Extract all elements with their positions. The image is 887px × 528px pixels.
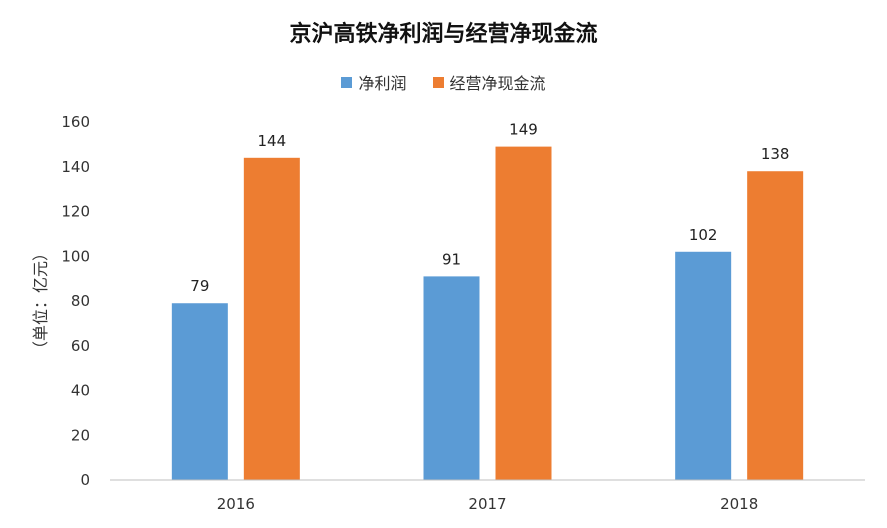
legend-item-operating-cash-flow: 经营净现金流 xyxy=(432,70,546,94)
data-label: 138 xyxy=(761,145,790,163)
legend-item-net-profit: 净利润 xyxy=(341,70,407,94)
data-label: 144 xyxy=(258,132,287,150)
y-tick-label: 40 xyxy=(71,382,90,400)
y-tick-label: 120 xyxy=(61,203,90,221)
y-tick-label: 160 xyxy=(61,113,90,131)
bar-operating-cash-flow-2018 xyxy=(747,171,804,480)
x-tick-label: 2018 xyxy=(720,495,758,513)
x-tick-label: 2016 xyxy=(217,495,255,513)
y-axis-ticks: 0 20 40 60 80 100 120 140 160 xyxy=(61,113,90,489)
chart-title: 京沪高铁净利润与经营净现金流 xyxy=(289,22,598,47)
x-tick-label: 2017 xyxy=(468,495,506,513)
y-tick-label: 140 xyxy=(61,158,90,176)
data-label: 149 xyxy=(509,121,538,139)
legend: 净利润 经营净现金流 xyxy=(0,70,887,94)
data-label: 91 xyxy=(442,250,461,268)
y-tick-label: 60 xyxy=(71,337,90,355)
legend-swatch-operating-cash-flow xyxy=(432,76,444,88)
bar-net-profit-2016 xyxy=(171,303,228,480)
y-axis-title: （单位：亿元） xyxy=(31,245,50,357)
bar-operating-cash-flow-2017 xyxy=(495,146,552,481)
bar-net-profit-2017 xyxy=(423,276,480,480)
data-label: 102 xyxy=(689,226,718,244)
data-label: 79 xyxy=(190,277,209,295)
y-tick-label: 80 xyxy=(71,292,90,310)
x-axis-ticks: 2016 2017 2018 xyxy=(217,495,759,513)
bars xyxy=(171,146,804,481)
bar-net-profit-2018 xyxy=(675,251,732,480)
legend-label-net-profit: 净利润 xyxy=(358,74,407,93)
bar-operating-cash-flow-2016 xyxy=(243,157,300,481)
data-labels: 79 144 91 149 102 138 xyxy=(190,121,789,296)
y-tick-label: 20 xyxy=(71,426,90,444)
y-tick-label: 0 xyxy=(80,471,90,489)
legend-swatch-net-profit xyxy=(341,76,353,88)
y-tick-label: 100 xyxy=(61,247,90,265)
legend-label-operating-cash-flow: 经营净现金流 xyxy=(449,74,546,93)
